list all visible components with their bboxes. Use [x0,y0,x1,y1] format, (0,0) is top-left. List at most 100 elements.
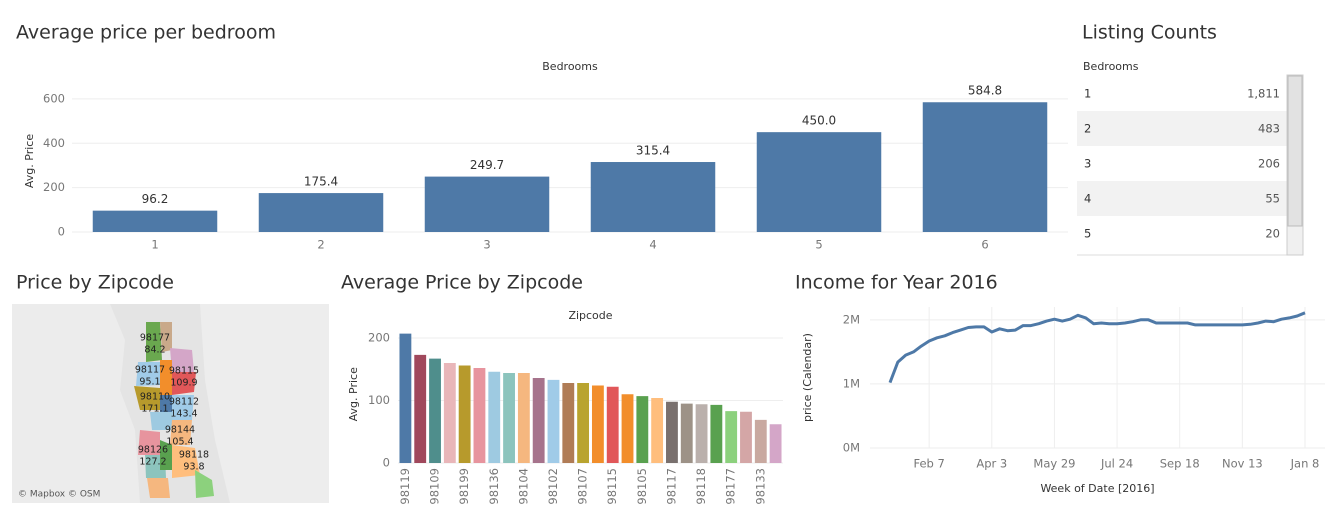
bar [517,373,530,463]
bar [754,419,767,463]
y-axis-title: Avg. Price [347,367,360,421]
chart-title: Average Price by Zipcode [341,272,583,294]
table-header: Bedrooms [1083,60,1139,73]
bar [591,385,604,463]
map[interactable]: © Mapbox © OSM [12,304,329,503]
x-tick-label: 1 [151,238,158,252]
scrollbar-thumb[interactable] [1287,75,1303,227]
table-cell: 3 [1084,157,1091,171]
x-tick-label: 98199 [457,468,471,505]
data-label: 96.2 [142,192,169,206]
x-tick-label: 98177 [724,468,738,505]
table-cell: 20 [1265,227,1280,241]
x-tick-label: 4 [649,238,656,252]
y-tick-label: 1M [843,376,860,390]
bar [680,403,693,463]
map-price-label: 109.9 [170,378,197,389]
data-label: 249.7 [470,158,504,172]
bar [562,383,575,463]
x-tick-label: 98115 [605,468,619,505]
table-cell: 483 [1258,122,1280,136]
map-land [200,304,329,503]
map-region [172,445,200,478]
x-tick-label: Feb 7 [913,457,944,471]
bar [725,411,738,463]
map-zip-label: 98126 [138,445,168,456]
x-axis-title: Zipcode [568,309,612,322]
bar [756,132,882,232]
map-region [146,322,162,362]
bar [443,363,456,463]
table-cell: 2 [1084,122,1091,136]
x-tick-label: 98107 [576,468,590,505]
bar [473,368,486,463]
map-zip-label: 98118 [179,450,209,461]
x-tick-label: 98133 [753,468,767,505]
x-tick-label: Nov 13 [1222,457,1263,471]
x-tick-label: 98119 [398,468,412,505]
x-tick-label: 98117 [664,468,678,505]
map-region [134,386,160,410]
map-price-label: 93.8 [183,462,204,473]
x-tick-label: 98104 [516,468,530,505]
map-region [195,470,214,498]
table-cell: 1,811 [1247,87,1280,101]
x-tick-label: 98102 [546,468,560,505]
bar [651,398,664,463]
bar [258,193,384,232]
chart-title: Income for Year 2016 [795,272,998,294]
x-tick-label: 98136 [487,468,501,505]
table-cell: 5 [1084,227,1091,241]
table-cell: 4 [1084,192,1091,206]
data-label: 584.8 [968,84,1002,98]
map-region [160,322,172,352]
map-region [147,478,170,498]
bar [606,386,619,463]
map-price-label: 171.1 [141,404,168,415]
bar [503,373,515,463]
y-axis-title: Avg. Price [23,134,36,188]
bar [547,379,560,463]
x-tick-label: 98118 [694,468,708,505]
x-tick-label: 2 [317,238,324,252]
x-axis-title: Week of Date [2016] [1040,482,1154,495]
x-tick-label: 3 [483,238,490,252]
bar [577,383,590,463]
x-tick-label: 6 [981,238,988,252]
map-region [160,360,172,395]
map-zip-label: 98112 [169,397,199,408]
map-zip-label: 98115 [169,366,199,377]
y-tick-label: 100 [368,393,390,407]
x-tick-label: Apr 3 [976,457,1007,471]
y-tick-label: 200 [368,331,390,345]
bar [458,365,471,463]
table-cell: 206 [1258,157,1280,171]
x-tick-label: 98105 [635,468,649,505]
x-tick-label: 98109 [428,468,442,505]
x-tick-label: Jul 24 [1100,457,1133,471]
map-price-label: 127.2 [139,457,166,468]
x-tick-label: Sep 18 [1160,457,1200,471]
map-zip-label: 98177 [140,333,170,344]
map-region [150,412,174,430]
map-region [172,372,196,395]
y-tick-label: 2M [843,312,860,326]
table-title: Listing Counts [1082,22,1217,44]
y-tick-label: 0 [383,456,390,470]
data-label: 450.0 [802,114,836,128]
chart-title: Average price per bedroom [16,22,276,44]
map-price-label: 95.1 [139,377,160,388]
bar [488,371,501,463]
map-region [160,440,172,470]
bar [590,162,716,232]
bar [414,354,427,463]
line-series [888,311,1306,384]
x-axis-title: Bedrooms [542,60,598,73]
table-body [1077,75,1287,255]
x-tick-label: Jan 8 [1290,457,1320,471]
data-label: 175.4 [304,175,338,189]
bar [740,411,752,463]
bar [92,210,218,232]
map-title: Price by Zipcode [16,272,174,294]
